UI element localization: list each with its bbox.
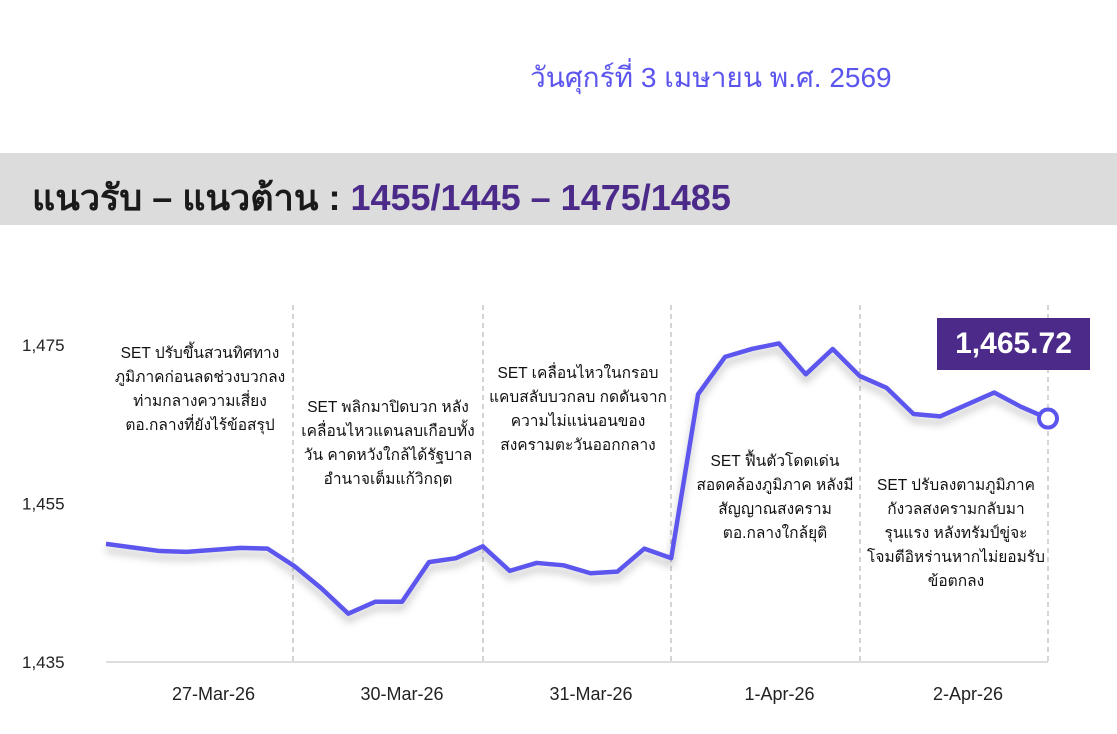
last-value-badge: 1,465.72 <box>937 318 1090 370</box>
support-resistance-banner: แนวรับ – แนวต้าน : 1455/1445 – 1475/1485 <box>0 153 1117 225</box>
x-tick-label: 31-Mar-26 <box>549 684 632 704</box>
y-tick-label: 1,455 <box>22 495 65 514</box>
x-tick-label: 30-Mar-26 <box>360 684 443 704</box>
y-tick-label: 1,475 <box>22 336 65 355</box>
banner-label: แนวรับ – แนวต้าน : <box>32 177 351 218</box>
annotation-1-apr: SET ฟื้นตัวโดดเด่นสอดคล้องภูมิภาค หลังมี… <box>696 453 854 542</box>
x-tick-label: 1-Apr-26 <box>744 684 814 704</box>
annotation-31-mar: SET เคลื่อนไหวในกรอบแคบสลับบวกลบ กดดันจา… <box>489 365 667 454</box>
banner-value: 1455/1445 – 1475/1485 <box>350 177 731 218</box>
annotation-2-apr: SET ปรับลงตามภูมิภาคกังวลสงครามกลับมารุน… <box>867 477 1045 590</box>
x-tick-label: 2-Apr-26 <box>933 684 1003 704</box>
report-date: วันศุกร์ที่ 3 เมษายน พ.ศ. 2569 <box>530 62 892 93</box>
annotation-30-mar: SET พลิกมาปิดบวก หลังเคลื่อนไหวแดนลบเกือ… <box>301 399 475 488</box>
y-tick-label: 1,435 <box>22 653 65 672</box>
last-point-marker <box>1037 407 1059 430</box>
annotation-27-mar: SET ปรับขึ้นสวนทิศทางภูมิภาคก่อนลดช่วงบว… <box>114 345 286 434</box>
x-tick-label: 27-Mar-26 <box>172 684 255 704</box>
